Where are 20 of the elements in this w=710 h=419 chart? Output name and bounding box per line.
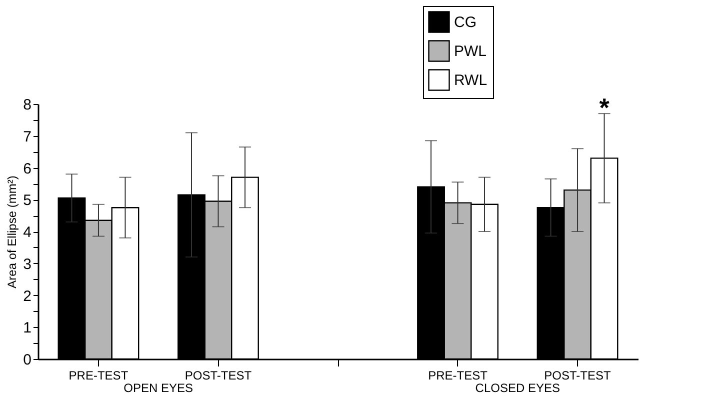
annotation: * (599, 92, 610, 123)
legend-label: CG (454, 14, 476, 31)
x-tick-label: PRE-TEST (68, 368, 129, 382)
text: OPEN EYES (124, 381, 194, 395)
y-tick-label: 7 (23, 128, 32, 146)
y-tick-label: 2 (23, 288, 32, 305)
y-tick-label: 8 (23, 96, 32, 114)
text: CLOSED EYES (475, 381, 560, 395)
y-tick-label: 1 (23, 320, 32, 337)
x-tick-label: POST-TEST (184, 368, 252, 382)
legend-label: PWL (454, 43, 487, 60)
y-axis-title: Area of Ellipse (mm²) (5, 176, 20, 288)
y-tick-label: 0 (23, 352, 32, 368)
y-tick-label: 3 (23, 256, 32, 273)
x-tick-label: POST-TEST (544, 368, 612, 382)
x-tick-label: PRE-TEST (428, 368, 488, 382)
y-tick-label: 4 (23, 224, 32, 241)
y-tick-label: 5 (23, 192, 32, 210)
y-tick-label: 6 (23, 160, 32, 178)
legend-label: RWL (454, 72, 488, 89)
